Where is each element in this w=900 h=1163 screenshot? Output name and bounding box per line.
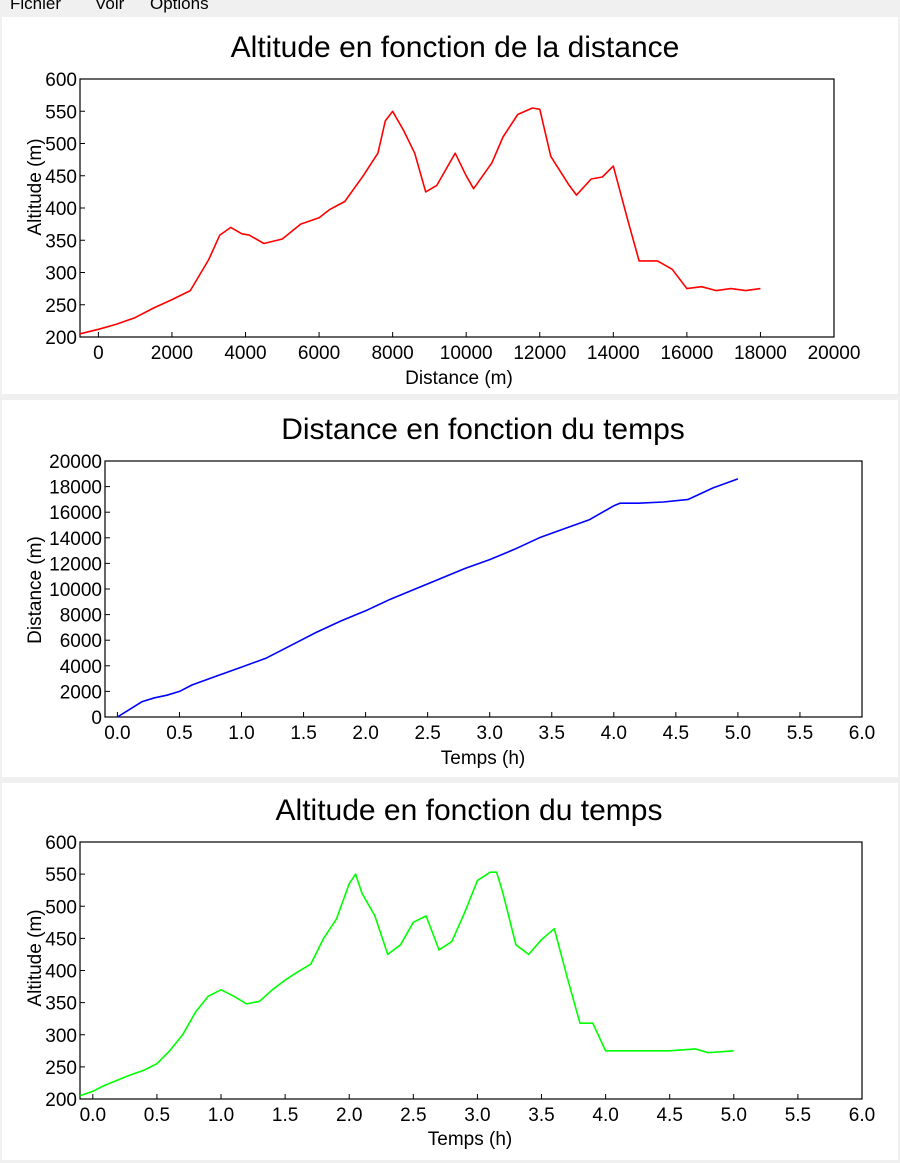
y-tick-label: 12000: [49, 554, 102, 575]
y-tick-label: 14000: [49, 529, 102, 550]
plot-frame: [104, 460, 863, 718]
x-tick-label: 12000: [513, 343, 566, 364]
y-tick-label: 200: [45, 1090, 77, 1111]
x-tick-label: 16000: [660, 343, 713, 364]
plot-frame: [79, 841, 863, 1100]
y-tick-label: 200: [45, 328, 77, 349]
y-tick-label: 550: [45, 102, 77, 123]
y-tick-label: 18000: [49, 478, 102, 499]
y-axis-label: Distance (m): [25, 536, 46, 644]
x-tick-label: 3.0: [476, 723, 502, 744]
y-tick-label: 300: [45, 1026, 77, 1047]
x-tick-label: 2000: [151, 343, 193, 364]
chart-altitude-distance: Altitude en fonction de la distance Dist…: [25, 31, 861, 389]
data-series-line: [79, 871, 734, 1097]
x-tick-label: 3.0: [464, 1105, 490, 1126]
x-tick-label: 6.0: [849, 1105, 875, 1126]
x-tick-label: 4.0: [601, 723, 627, 744]
y-tick-label: 250: [45, 296, 77, 317]
x-tick-label: 0.5: [144, 1105, 170, 1126]
x-tick-label: 5.5: [787, 723, 813, 744]
x-tick-label: 18000: [734, 343, 787, 364]
x-tick-label: 1.0: [228, 723, 254, 744]
x-tick-label: 0: [93, 343, 104, 364]
y-tick-label: 300: [45, 264, 77, 285]
chart-title: Altitude en fonction du temps: [276, 794, 663, 827]
y-tick-label: 600: [45, 833, 77, 854]
plot-frame: [79, 78, 835, 338]
y-tick-label: 550: [45, 865, 77, 886]
chart-panel-distance-temps: Distance en fonction du temps Temps (h) …: [2, 400, 898, 777]
x-tick-label: 4.0: [592, 1105, 618, 1126]
chart-panel-altitude-temps: Altitude en fonction du temps Temps (h) …: [2, 783, 898, 1160]
y-tick-label: 400: [45, 199, 77, 220]
x-tick-label: 5.0: [721, 1105, 747, 1126]
chart-title: Distance en fonction du temps: [281, 413, 685, 446]
x-tick-label: 1.5: [272, 1105, 298, 1126]
x-tick-label: 2.0: [352, 723, 378, 744]
y-tick-label: 6000: [60, 631, 102, 652]
y-tick-label: 10000: [49, 580, 102, 601]
x-tick-label: 3.5: [528, 1105, 554, 1126]
x-tick-label: 0.0: [80, 1105, 106, 1126]
data-series-line: [116, 478, 739, 718]
y-tick-label: 400: [45, 962, 77, 983]
y-tick-label: 8000: [60, 606, 102, 627]
x-tick-label: 2.5: [400, 1105, 426, 1126]
x-tick-label: 6000: [298, 343, 340, 364]
y-axis-label: Altitude (m): [25, 909, 46, 1006]
x-tick-label: 4000: [224, 343, 266, 364]
x-tick-label: 4.5: [663, 723, 689, 744]
y-tick-label: 500: [45, 897, 77, 918]
y-tick-label: 2000: [60, 682, 102, 703]
x-tick-label: 6.0: [849, 723, 875, 744]
menu-options[interactable]: Options: [150, 0, 209, 13]
x-tick-label: 0.5: [166, 723, 192, 744]
x-tick-label: 0.0: [104, 723, 130, 744]
x-axis-label: Distance (m): [405, 368, 513, 389]
x-tick-label: 2.0: [336, 1105, 362, 1126]
y-tick-label: 500: [45, 135, 77, 156]
x-tick-label: 10000: [440, 343, 493, 364]
menu-voir[interactable]: Voir: [95, 0, 125, 13]
x-tick-label: 14000: [587, 343, 640, 364]
x-axis-label: Temps (h): [441, 748, 525, 769]
y-tick-label: 350: [45, 994, 77, 1015]
y-axis-label: Altitude (m): [25, 138, 46, 235]
data-series-line: [79, 107, 761, 335]
menu-fichier[interactable]: Fichier: [10, 0, 62, 13]
x-tick-label: 1.5: [290, 723, 316, 744]
x-tick-label: 8000: [371, 343, 413, 364]
menu-bar: Fichier Voir Options: [0, 0, 900, 14]
y-tick-label: 16000: [49, 503, 102, 524]
chart-distance-temps: Distance en fonction du temps Temps (h) …: [25, 413, 875, 769]
chart-title: Altitude en fonction de la distance: [231, 31, 680, 64]
chart-panel-altitude-distance: Altitude en fonction de la distance Dist…: [2, 17, 898, 394]
y-tick-label: 450: [45, 929, 77, 950]
y-tick-label: 350: [45, 231, 77, 252]
y-tick-label: 450: [45, 167, 77, 188]
x-tick-label: 4.5: [656, 1105, 682, 1126]
x-tick-label: 2.5: [414, 723, 440, 744]
y-tick-label: 20000: [49, 452, 102, 473]
y-tick-label: 0: [91, 708, 102, 729]
x-axis-label: Temps (h): [428, 1129, 512, 1150]
x-tick-label: 1.0: [208, 1105, 234, 1126]
y-tick-label: 250: [45, 1058, 77, 1079]
x-tick-label: 3.5: [539, 723, 565, 744]
x-tick-label: 5.5: [785, 1105, 811, 1126]
x-tick-label: 20000: [808, 343, 861, 364]
y-tick-label: 4000: [60, 657, 102, 678]
chart-altitude-temps: Altitude en fonction du temps Temps (h) …: [25, 794, 875, 1150]
y-tick-label: 600: [45, 70, 77, 91]
x-tick-label: 5.0: [725, 723, 751, 744]
